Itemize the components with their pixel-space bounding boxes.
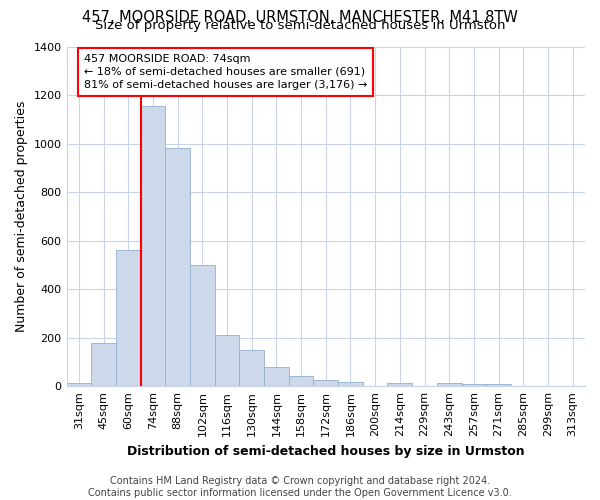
Bar (116, 250, 140, 386)
Bar (264, 367, 289, 386)
Bar (190, 265, 215, 386)
Bar (338, 382, 363, 386)
Bar (313, 380, 338, 386)
Bar (239, 350, 264, 386)
Bar (165, 148, 190, 386)
Bar (91, 343, 116, 386)
Bar (388, 384, 412, 386)
Bar (437, 384, 461, 386)
X-axis label: Distribution of semi-detached houses by size in Urmston: Distribution of semi-detached houses by … (127, 444, 524, 458)
Y-axis label: Number of semi-detached properties: Number of semi-detached properties (15, 100, 28, 332)
Text: 457, MOORSIDE ROAD, URMSTON, MANCHESTER, M41 8TW: 457, MOORSIDE ROAD, URMSTON, MANCHESTER,… (82, 10, 518, 25)
Bar (215, 335, 239, 386)
Text: Size of property relative to semi-detached houses in Urmston: Size of property relative to semi-detach… (95, 19, 505, 32)
Text: 457 MOORSIDE ROAD: 74sqm
← 18% of semi-detached houses are smaller (691)
81% of : 457 MOORSIDE ROAD: 74sqm ← 18% of semi-d… (84, 54, 367, 90)
Bar (67, 382, 91, 386)
Bar (486, 384, 511, 386)
Bar (461, 384, 486, 386)
Bar (289, 376, 313, 386)
Text: Contains HM Land Registry data © Crown copyright and database right 2024.
Contai: Contains HM Land Registry data © Crown c… (88, 476, 512, 498)
Bar (140, 106, 165, 386)
